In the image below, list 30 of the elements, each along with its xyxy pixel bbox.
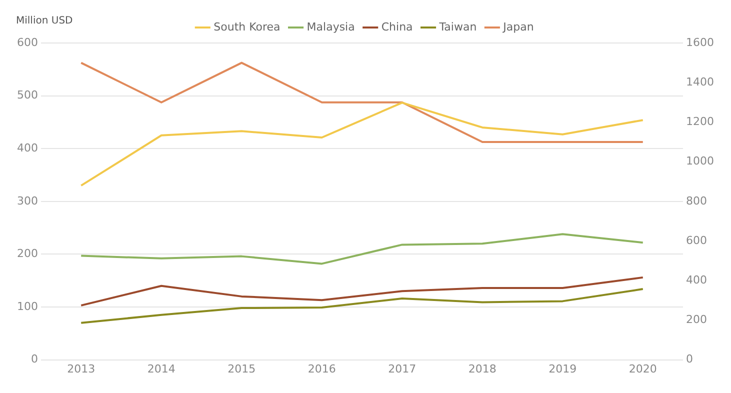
y-tick-label: 200 (16, 247, 38, 260)
y2-tick-label: 1400 (686, 75, 714, 88)
legend-label: Malaysia (306, 20, 355, 34)
y-tick-label: 100 (16, 300, 38, 313)
y2-tick-label: 1000 (686, 154, 714, 168)
y2-tick-label: 400 (686, 273, 708, 286)
legend-label: Taiwan (438, 20, 477, 34)
y-tick-label: 600 (16, 36, 38, 49)
legend-label: China (381, 20, 413, 34)
y-tick-label: 0 (30, 352, 38, 366)
y2-tick-label: 1600 (686, 36, 714, 49)
y2-tick-label: 600 (686, 234, 708, 247)
x-tick-label: 2017 (388, 362, 416, 376)
y-axis-title: Million USD (16, 16, 74, 27)
legend-label: South Korea (214, 20, 280, 34)
y2-tick-label: 0 (686, 352, 694, 366)
x-tick-label: 2020 (628, 362, 657, 376)
x-tick-label: 2019 (548, 362, 577, 376)
x-tick-label: 2016 (308, 362, 336, 376)
x-tick-label: 2013 (67, 362, 96, 376)
y2-tick-label: 800 (686, 194, 708, 208)
y2-tick-label: 200 (686, 313, 708, 326)
y-tick-label: 500 (16, 88, 38, 102)
x-tick-label: 2014 (147, 362, 176, 376)
y-tick-label: 300 (16, 194, 38, 208)
y-tick-label: 400 (16, 141, 38, 154)
x-tick-label: 2015 (228, 362, 256, 376)
x-tick-label: 2018 (468, 362, 496, 376)
legend-label: Japan (502, 20, 534, 34)
y2-tick-label: 1200 (686, 115, 714, 128)
